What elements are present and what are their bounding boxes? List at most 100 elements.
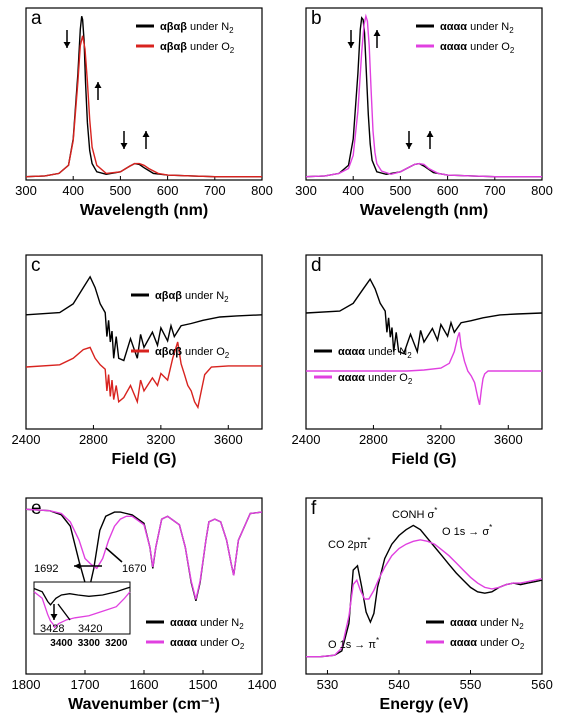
inset-tick-label: 3300 — [78, 638, 101, 649]
legend-text: under O — [200, 637, 240, 649]
panel-letter: c — [31, 255, 41, 276]
axes-frame — [25, 7, 263, 181]
x-tick-label: 3200 — [426, 432, 455, 447]
axes-frame — [305, 497, 543, 675]
legend-text: under N — [185, 290, 224, 302]
x-tick-label: 3600 — [494, 432, 523, 447]
arrow-down-head — [120, 143, 128, 149]
x-tick-label: 600 — [437, 183, 459, 198]
legend-prefix: αβαβ — [160, 41, 190, 53]
o1s-sigma-label-star: * — [489, 523, 492, 532]
conh-label-text: CONH σ — [392, 509, 434, 521]
series-line-o2 — [306, 332, 542, 405]
axes-frame — [305, 7, 543, 181]
conh-label: CONH σ* — [392, 506, 437, 521]
x-axis-label: Wavenumber (cm⁻¹) — [68, 696, 220, 713]
legend-label: αααα under N2 — [338, 346, 412, 360]
legend-label: αααα under O2 — [450, 637, 525, 651]
arrow-down-head — [405, 143, 413, 149]
legend-subscript: 2 — [510, 46, 515, 55]
legend-prefix: αααα — [170, 637, 200, 649]
legend-text: under O — [470, 41, 510, 53]
x-tick-label: 800 — [251, 183, 273, 198]
legend-subscript: 2 — [408, 377, 413, 386]
legend-subscript: 2 — [225, 351, 230, 360]
legend-prefix: αααα — [440, 21, 470, 33]
x-tick-label: 300 — [15, 183, 37, 198]
legend-subscript: 2 — [229, 26, 234, 35]
panel-d: d 2400 2800 3200 3600 Field (G) αααα under N2α… — [292, 254, 543, 468]
legend-subscript: 2 — [509, 26, 514, 35]
panel-a: a 300 400 500 600 700 800 Wavelength (nm) αβαβ u… — [15, 7, 273, 219]
o1s-pi-label: O 1s → π* — [328, 636, 379, 651]
inset-tick-label: 3200 — [105, 638, 128, 649]
legend-label: αβαβ under O2 — [160, 41, 235, 55]
panel-letter: a — [31, 8, 42, 29]
o1s-pi-label-text: O 1s → π — [328, 639, 376, 651]
x-tick-label: 500 — [390, 183, 412, 198]
x-tick-label: 400 — [342, 183, 364, 198]
inset-line-n2 — [33, 586, 131, 606]
legend-label: αααα under N2 — [170, 617, 244, 631]
x-axis-label: Wavelength (nm) — [80, 202, 208, 219]
panel-letter: d — [311, 255, 322, 276]
o1s-sigma-label-text: O 1s → σ — [442, 526, 489, 538]
legend-label: αααα under N2 — [450, 617, 524, 631]
peak-label: 1670 — [122, 563, 146, 575]
co-label-text: CO 2pπ — [328, 539, 368, 551]
x-tick-label: 530 — [317, 677, 339, 692]
x-axis-label: Field (G) — [392, 451, 457, 468]
series-line-n2 — [26, 275, 262, 362]
panel-e: e 1800 1700 1600 1500 1400 Wavenumber (cm⁻¹) αα… — [12, 497, 276, 713]
axes-frame — [305, 254, 543, 430]
legend-prefix: αααα — [170, 617, 200, 629]
arrow-down-head — [347, 42, 355, 48]
legend-text: under N — [480, 617, 519, 629]
legend-label: αβαβ under N2 — [155, 290, 229, 304]
x-tick-label: 550 — [460, 677, 482, 692]
x-tick-label: 2800 — [359, 432, 388, 447]
arrow-down-head — [63, 42, 71, 48]
x-tick-label: 2400 — [12, 432, 41, 447]
co-label-star: * — [367, 536, 370, 545]
inset-line-o2 — [33, 591, 131, 629]
inset-arrow-head — [50, 614, 58, 620]
inset-annotation: 3428 — [40, 623, 64, 635]
legend-subscript: 2 — [520, 642, 525, 651]
legend-subscript: 2 — [230, 46, 235, 55]
panel-letter: e — [31, 498, 42, 519]
x-tick-label: 3600 — [214, 432, 243, 447]
legend-subscript: 2 — [519, 622, 524, 631]
series-line-o2 — [26, 341, 262, 410]
x-tick-label: 1500 — [189, 677, 218, 692]
legend-text: under N — [190, 21, 229, 33]
series-line-o2 — [26, 508, 262, 600]
x-tick-label: 300 — [295, 183, 317, 198]
o1s-pi-label-star: * — [376, 636, 379, 645]
peak-arrow — [105, 547, 123, 563]
conh-label-star: * — [434, 506, 437, 515]
panel-b: b 300 400 500 600 700 800 Wavelength (nm) αααα u… — [295, 7, 553, 219]
legend-subscript: 2 — [240, 642, 245, 651]
arrow-up-head — [94, 82, 102, 88]
x-tick-label: 2400 — [292, 432, 321, 447]
series-line-o2 — [26, 35, 262, 178]
legend-subscript: 2 — [239, 622, 244, 631]
x-axis-label: Wavelength (nm) — [360, 202, 488, 219]
legend-prefix: αααα — [338, 346, 368, 358]
legend-subscript: 2 — [224, 295, 229, 304]
x-tick-label: 540 — [388, 677, 410, 692]
panel-letter: f — [311, 498, 317, 519]
x-tick-label: 2800 — [79, 432, 108, 447]
inset-tick-label: 3400 — [50, 638, 73, 649]
arrow-up-head — [426, 131, 434, 137]
legend-text: under O — [368, 372, 408, 384]
x-tick-label: 800 — [531, 183, 553, 198]
x-tick-label: 500 — [110, 183, 132, 198]
legend-label: αααα under O2 — [440, 41, 515, 55]
legend-text: under O — [185, 346, 225, 358]
x-tick-label: 1800 — [12, 677, 41, 692]
x-tick-label: 560 — [531, 677, 553, 692]
